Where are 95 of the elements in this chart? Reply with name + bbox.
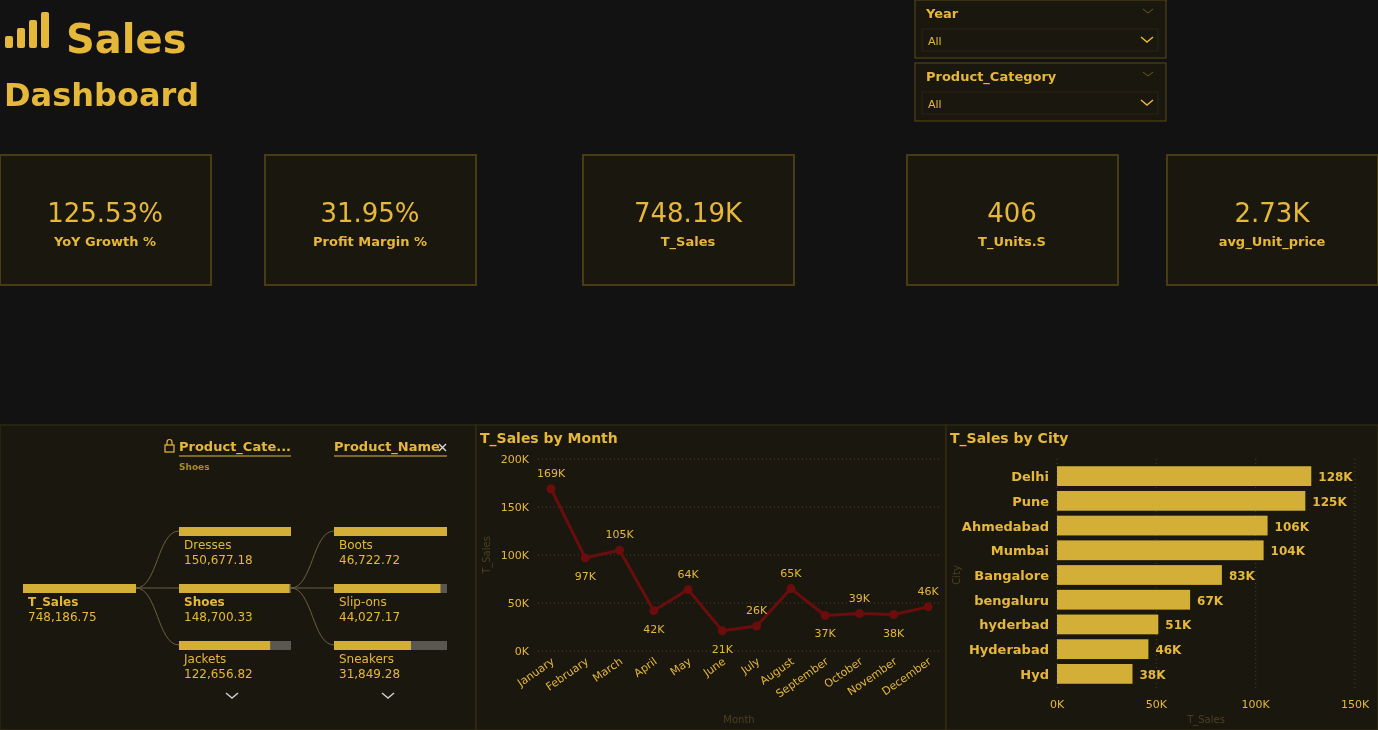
text: Product_Category <box>926 69 1057 85</box>
point <box>615 545 625 555</box>
data-label: 150,677.18 <box>184 553 253 567</box>
data-label: 38K <box>883 626 906 640</box>
y-tick-label: Hyderabad <box>968 642 1049 658</box>
data-label: 46K <box>1155 643 1183 658</box>
category-label: Shoes <box>184 595 225 609</box>
data-label: 51K <box>1165 618 1193 633</box>
point <box>820 610 830 620</box>
data-label: 38K <box>1139 667 1167 682</box>
category-label: Boots <box>339 538 373 552</box>
bar <box>1057 614 1159 635</box>
category-label: T_Sales <box>660 234 716 250</box>
data-label: 104K <box>1270 544 1306 559</box>
text: All <box>928 98 942 111</box>
data-label: 83K <box>1228 569 1256 583</box>
data-label: 105K <box>605 528 635 542</box>
data-label: 65K <box>780 566 803 580</box>
text: Product_Name <box>334 439 441 455</box>
bar <box>1057 466 1312 487</box>
category-label: T_Units.S <box>978 234 1046 250</box>
text: 125.53% <box>47 198 163 228</box>
point <box>854 609 864 619</box>
y-tick-label: Hyd <box>1020 666 1049 682</box>
point <box>889 610 899 620</box>
text: 31.95% <box>320 198 420 228</box>
data-label: 37K <box>814 627 837 641</box>
data-label: 46,722.72 <box>339 553 401 567</box>
bar <box>1057 515 1268 536</box>
chart-title: T_Sales by Month <box>480 430 618 447</box>
category-label: Slip-ons <box>339 595 387 609</box>
x-tick-label: 0K <box>1049 698 1065 711</box>
point <box>580 553 590 563</box>
y-tick-label: 150K <box>500 501 530 514</box>
text: 748.19K <box>633 198 743 228</box>
data-label: 128K <box>1318 470 1354 485</box>
x-tick-label: May <box>667 654 695 679</box>
y-tick-label: Pune <box>1012 493 1050 509</box>
category-label: Sneakers <box>339 652 395 666</box>
chart-title: T_Sales by City <box>950 430 1069 447</box>
y-tick-label: 0K <box>514 645 530 658</box>
bar <box>1057 540 1264 561</box>
y-tick-label: Delhi <box>1011 469 1049 485</box>
bar <box>1057 663 1133 684</box>
y-tick-label: bengaluru <box>974 592 1049 608</box>
data-label: 106K <box>1274 519 1310 534</box>
y-tick-label: Ahmedabad <box>961 518 1049 534</box>
point <box>717 626 727 636</box>
bar <box>1057 490 1306 511</box>
text: 2.73K <box>1234 198 1310 228</box>
x-tick-label: 100K <box>1241 698 1271 711</box>
data-label: 26K <box>746 604 769 618</box>
point <box>923 602 933 612</box>
y-tick-label: Bangalore <box>974 568 1050 583</box>
y-tick-label: Mumbai <box>990 543 1049 559</box>
data-label: 39K <box>848 591 871 605</box>
point <box>683 585 693 595</box>
data-label: 97K <box>574 569 597 583</box>
x-tick-label: 150K <box>1340 698 1370 711</box>
category-label: Profit Margin % <box>313 234 427 249</box>
x-tick-label: 50K <box>1145 698 1168 711</box>
data-label: 44,027.17 <box>339 610 401 624</box>
data-label: 748,186.75 <box>28 610 97 624</box>
text: Product_Cate... <box>179 439 292 455</box>
category-label: avg_Unit_price <box>1218 234 1326 250</box>
text: Shoes <box>179 462 210 472</box>
category-label: Dresses <box>184 538 232 552</box>
y-tick-label: 200K <box>500 453 530 466</box>
category-label: Jackets <box>183 652 227 666</box>
data-label: 21K <box>711 642 734 656</box>
point <box>786 584 796 594</box>
text: Year <box>925 6 959 21</box>
y-tick-label: hyderbad <box>979 617 1049 633</box>
text: 406 <box>987 198 1037 228</box>
data-label: 31,849.28 <box>339 667 401 681</box>
category-label: YoY Growth % <box>52 234 157 249</box>
data-label: 64K <box>677 567 700 581</box>
bar <box>1057 589 1191 610</box>
data-label: 42K <box>643 622 666 636</box>
y-tick-label: 100K <box>500 549 530 562</box>
category-label: T_Sales <box>28 595 79 610</box>
data-label: 67K <box>1197 593 1224 608</box>
text: All <box>928 35 942 48</box>
bar <box>1057 639 1149 660</box>
data-label: 148,700.33 <box>184 610 253 624</box>
point <box>649 606 659 616</box>
data-label: 169K <box>536 466 566 480</box>
data-label: 122,656.82 <box>184 667 253 681</box>
data-label: 125K <box>1312 494 1348 509</box>
point <box>752 621 762 631</box>
y-tick-label: 50K <box>507 597 530 610</box>
point <box>546 484 556 494</box>
text: Sales Dashboard <box>4 16 200 114</box>
data-label: 46K <box>917 584 940 598</box>
bar <box>1057 565 1222 585</box>
